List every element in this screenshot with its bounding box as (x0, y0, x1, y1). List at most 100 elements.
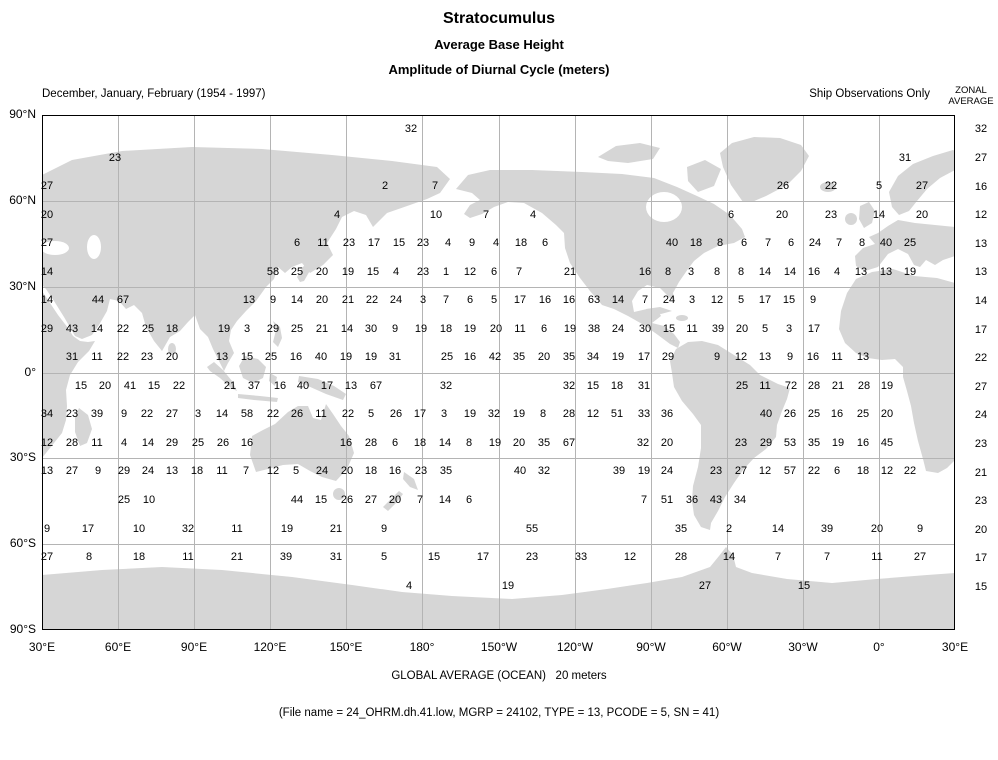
data-value: 17 (758, 294, 772, 306)
data-value: 24 (660, 465, 674, 477)
data-value: 14 (90, 323, 104, 335)
data-value: 7 (835, 237, 843, 249)
zonal-average-value: 27 (974, 381, 988, 393)
lon-tick-label: 120°W (556, 640, 594, 654)
data-value: 13 (215, 351, 229, 363)
data-value: 25 (856, 408, 870, 420)
data-value: 3 (688, 294, 696, 306)
data-value: 27 (364, 494, 378, 506)
data-value: 19 (880, 380, 894, 392)
data-value: 19 (341, 266, 355, 278)
landmass-madagascar (75, 408, 92, 446)
hudson-bay (646, 192, 682, 222)
data-value: 17 (413, 408, 427, 420)
data-value: 17 (513, 294, 527, 306)
data-value: 21 (315, 323, 329, 335)
data-value: 35 (674, 523, 688, 535)
data-value: 20 (512, 437, 526, 449)
lon-tick-label: 0° (873, 640, 885, 654)
data-value: 20 (880, 408, 894, 420)
data-value: 7 (823, 551, 831, 563)
data-value: 9 (916, 523, 924, 535)
data-value: 9 (269, 294, 277, 306)
landmass-south-america (670, 341, 790, 530)
world-map (42, 115, 955, 630)
data-value: 4 (492, 237, 500, 249)
data-value: 6 (541, 237, 549, 249)
lon-tick-label: 30°E (28, 640, 56, 654)
data-value: 9 (94, 465, 102, 477)
zonal-average-value: 27 (974, 152, 988, 164)
data-value: 17 (807, 323, 821, 335)
data-value: 20 (870, 523, 884, 535)
data-value: 12 (586, 408, 600, 420)
landmass-britain (859, 202, 875, 228)
data-value: 28 (65, 437, 79, 449)
data-value: 25 (290, 266, 304, 278)
lon-tick-label: 150°W (480, 640, 518, 654)
data-value: 25 (191, 437, 205, 449)
season-label: December, January, February (1954 - 1997… (42, 88, 266, 100)
data-value: 15 (427, 551, 441, 563)
data-value: 28 (807, 380, 821, 392)
data-value: 16 (830, 408, 844, 420)
lat-tick-label: 30°S (9, 450, 36, 464)
data-value: 28 (364, 437, 378, 449)
data-value: 67 (369, 380, 383, 392)
data-value: 19 (414, 323, 428, 335)
data-value: 32 (562, 380, 576, 392)
data-value: 5 (875, 180, 883, 192)
data-value: 29 (40, 323, 54, 335)
landmass-new-guinea (298, 376, 346, 400)
data-value: 40 (665, 237, 679, 249)
zonal-average-value: 23 (974, 438, 988, 450)
data-value: 41 (123, 380, 137, 392)
data-value: 5 (490, 294, 498, 306)
data-value: 18 (190, 465, 204, 477)
data-value: 29 (117, 465, 131, 477)
chart-subtitle-2: Amplitude of Diurnal Cycle (meters) (388, 62, 610, 77)
zonal-average-value: 22 (974, 352, 988, 364)
data-value: 15 (586, 380, 600, 392)
data-value: 4 (444, 237, 452, 249)
data-value: 31 (329, 551, 343, 563)
data-value: 23 (416, 266, 430, 278)
data-value: 11 (514, 323, 526, 335)
landmass-cuba (646, 307, 672, 314)
data-value: 7 (416, 494, 424, 506)
data-value: 31 (898, 152, 912, 164)
data-value: 26 (783, 408, 797, 420)
data-value: 33 (574, 551, 588, 563)
data-value: 28 (857, 380, 871, 392)
data-value: 26 (776, 180, 790, 192)
landmass-australia (250, 404, 354, 481)
data-value: 14 (722, 551, 736, 563)
data-value: 20 (537, 351, 551, 363)
data-value: 9 (468, 237, 476, 249)
zonal-average-value: 21 (974, 467, 988, 479)
data-value: 11 (91, 437, 103, 449)
data-value: 16 (273, 380, 287, 392)
data-value: 13 (879, 266, 893, 278)
data-value: 18 (413, 437, 427, 449)
data-value: 16 (562, 294, 576, 306)
data-value: 18 (514, 237, 528, 249)
data-value: 20 (775, 209, 789, 221)
data-value: 19 (280, 523, 294, 535)
landmass-new-zealand-south (383, 491, 403, 511)
data-value: 16 (289, 351, 303, 363)
landmass-arctic-islands (598, 143, 660, 163)
data-value: 4 (529, 209, 537, 221)
data-value: 14 (40, 294, 54, 306)
data-value: 31 (388, 351, 402, 363)
data-value: 24 (808, 237, 822, 249)
data-value: 21 (230, 551, 244, 563)
data-value: 9 (43, 523, 51, 535)
data-value: 19 (364, 351, 378, 363)
zonal-average-value: 14 (974, 295, 988, 307)
zonal-average-value: 23 (974, 495, 988, 507)
data-value: 5 (761, 323, 769, 335)
data-value: 72 (784, 380, 798, 392)
data-value: 22 (140, 408, 154, 420)
data-value: 3 (419, 294, 427, 306)
